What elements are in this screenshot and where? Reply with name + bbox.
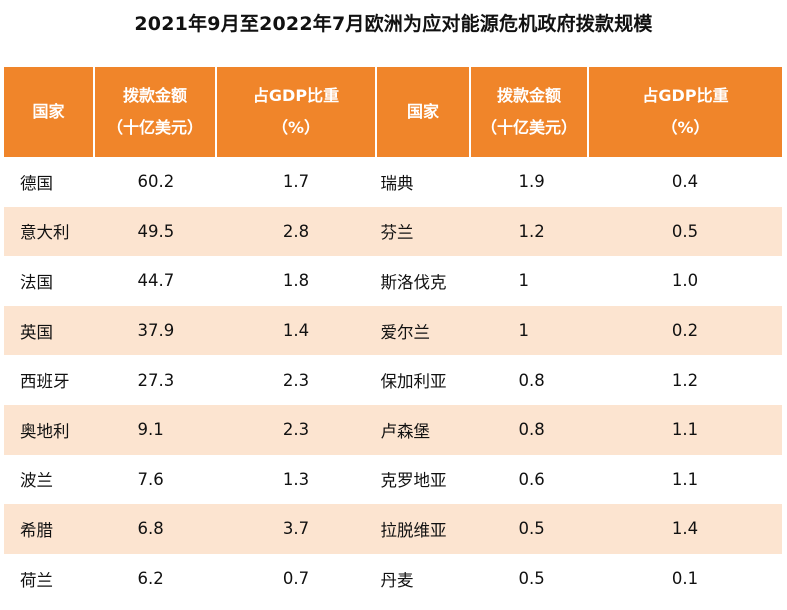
country-cell: 希腊	[4, 504, 94, 554]
table-header-row: 国家 拨款金额 （十亿美元） 占GDP比重 （%） 国家 拨款金额 （十亿美元）…	[4, 67, 782, 157]
amount-cell: 1	[518, 271, 530, 291]
gdp-share-cell: 0.1	[671, 569, 699, 589]
header-label: 国家	[32, 102, 65, 121]
gdp-share-cell: 1.8	[282, 271, 310, 291]
header-label: 占GDP比重	[252, 86, 340, 105]
amount-cell: 1	[470, 305, 588, 356]
header-unit: （十亿美元）	[106, 118, 203, 137]
country-cell: 克罗地亚	[380, 471, 447, 491]
amount-cell: 1.9	[518, 172, 545, 192]
country-cell: 意大利	[4, 206, 94, 257]
country-cell: 英国	[4, 305, 94, 356]
amount-cell: 0.8	[470, 404, 588, 455]
header-unit: （十亿美元）	[480, 118, 577, 137]
header-label: 国家	[406, 102, 439, 121]
gdp-share-cell: 2.8	[216, 206, 376, 257]
gdp-share-cell: 0.2	[588, 305, 782, 356]
data-table: 国家 拨款金额 （十亿美元） 占GDP比重 （%） 国家 拨款金额 （十亿美元）…	[4, 67, 783, 603]
gdp-share-cell: 0.7	[282, 569, 310, 589]
amount-cell: 9.1	[94, 404, 216, 455]
country-cell: 拉脱维亚	[376, 504, 470, 554]
country-cell: 荷兰	[20, 570, 53, 590]
gdp-share-cell: 1.1	[588, 404, 782, 455]
table-row: 意大利 49.5 2.8 芬兰 1.2 0.5	[4, 206, 782, 257]
amount-cell: 49.5	[94, 206, 216, 257]
table-row: 荷兰 6.2 0.7 丹麦 0.5 0.1	[4, 554, 782, 604]
country-cell: 保加利亚	[380, 372, 447, 392]
country-cell: 丹麦	[380, 570, 414, 590]
gdp-share-cell: 0.4	[671, 172, 699, 192]
header-amount-2: 拨款金额 （十亿美元）	[470, 67, 589, 157]
gdp-share-cell: 1.3	[282, 469, 310, 489]
table-row: 波兰 7.6 1.3 克罗地亚 0.6 1.1	[4, 455, 782, 505]
amount-cell: 37.9	[94, 305, 216, 356]
amount-cell: 7.6	[137, 469, 164, 489]
country-cell: 波兰	[20, 471, 53, 491]
gdp-share-cell: 1.0	[671, 271, 699, 291]
gdp-share-cell: 0.5	[588, 206, 782, 257]
amount-cell: 1.2	[470, 206, 588, 257]
gdp-share-cell: 2.3	[282, 370, 310, 390]
amount-cell: 0.6	[518, 469, 545, 489]
amount-cell: 6.8	[94, 504, 216, 554]
table-row: 德国 60.2 1.7 瑞典 1.9 0.4	[4, 157, 782, 207]
gdp-share-cell: 2.3	[216, 404, 376, 455]
header-label: 拨款金额	[496, 86, 561, 105]
country-cell: 瑞典	[380, 173, 414, 193]
header-label: 占GDP比重	[642, 86, 729, 105]
amount-cell: 27.3	[137, 370, 175, 390]
country-cell: 卢森堡	[376, 404, 470, 455]
gdp-share-cell: 1.7	[282, 172, 310, 192]
table-row: 法国 44.7 1.8 斯洛伐克 1 1.0	[4, 256, 782, 306]
amount-cell: 0.5	[518, 569, 545, 589]
amount-cell: 0.5	[470, 504, 588, 554]
country-cell: 西班牙	[20, 372, 70, 392]
country-cell: 奥地利	[4, 404, 94, 455]
header-gdp-share-1: 占GDP比重 （%）	[216, 67, 377, 157]
header-gdp-share-2: 占GDP比重 （%）	[588, 67, 782, 157]
header-country-2: 国家	[376, 67, 471, 157]
header-amount-1: 拨款金额 （十亿美元）	[94, 67, 217, 157]
gdp-share-cell: 1.2	[671, 370, 699, 390]
amount-cell: 44.7	[137, 271, 175, 291]
header-unit: （%）	[661, 118, 710, 137]
country-cell: 爱尔兰	[376, 305, 470, 356]
header-label: 拨款金额	[122, 86, 187, 105]
table-row: 奥地利 9.1 2.3 卢森堡 0.8 1.1	[4, 404, 782, 455]
amount-cell: 0.8	[518, 370, 545, 390]
table-row: 希腊 6.8 3.7 拉脱维亚 0.5 1.4	[4, 504, 782, 554]
header-country-1: 国家	[4, 67, 95, 157]
country-cell: 德国	[20, 173, 53, 193]
gdp-share-cell: 1.1	[671, 469, 699, 489]
gdp-share-cell: 1.4	[216, 305, 376, 356]
gdp-share-cell: 3.7	[216, 504, 376, 554]
header-unit: （%）	[271, 118, 321, 137]
country-cell: 芬兰	[376, 206, 470, 257]
amount-cell: 6.2	[137, 569, 164, 589]
table-row: 西班牙 27.3 2.3 保加利亚 0.8 1.2	[4, 355, 782, 405]
page-title: 2021年9月至2022年7月欧洲为应对能源危机政府拨款规模	[134, 13, 653, 35]
country-cell: 斯洛伐克	[380, 272, 447, 292]
gdp-share-cell: 1.4	[588, 504, 782, 554]
table-row: 英国 37.9 1.4 爱尔兰 1 0.2	[4, 305, 782, 356]
country-cell: 法国	[20, 272, 53, 292]
amount-cell: 60.2	[137, 172, 175, 192]
